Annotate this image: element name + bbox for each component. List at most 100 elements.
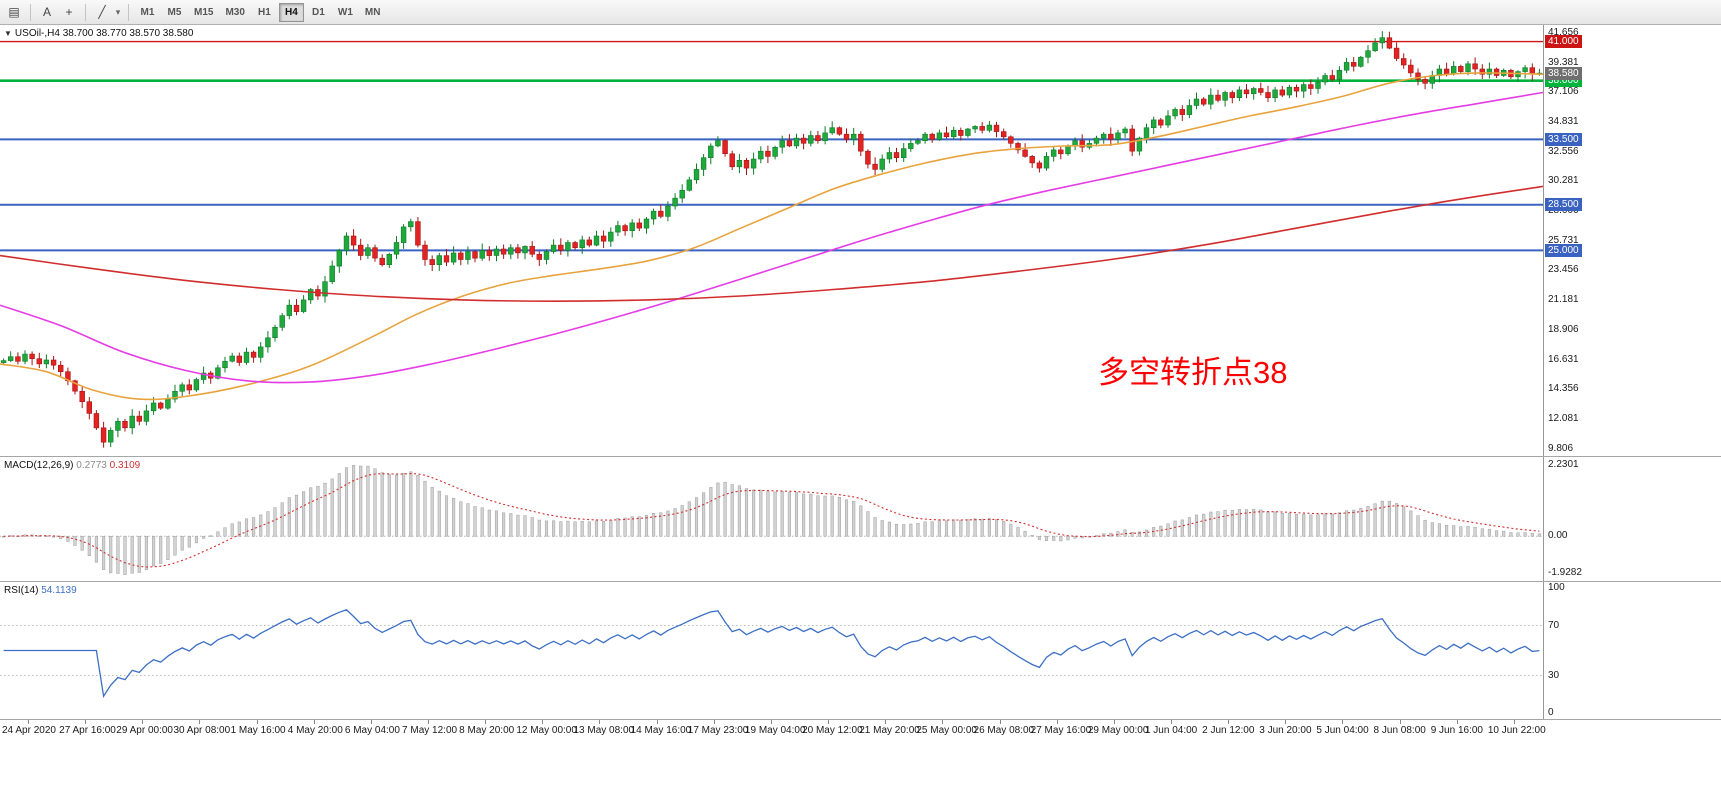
timeframe-button-h1[interactable]: H1 — [258, 6, 271, 18]
macd-pane[interactable]: MACD(12,26,9) 0.2773 0.3109 — [0, 457, 1543, 581]
rsi-line — [3, 609, 1540, 698]
time-axis-label: 24 Apr 2020 — [2, 725, 56, 736]
time-axis-tick — [942, 720, 944, 724]
time-axis-label: 27 May 16:00 — [1030, 725, 1092, 736]
ma-fast-orange — [0, 72, 1543, 401]
current-price-badge: 38.580 — [1545, 66, 1582, 80]
time-axis-tick — [199, 720, 201, 724]
price-axis-label: 32.556 — [1548, 145, 1579, 157]
time-axis-tick — [85, 720, 87, 724]
chart-window-icon[interactable]: ▤ — [8, 5, 20, 19]
price-axis-label: 25.731 — [1548, 234, 1579, 246]
time-axis-tick — [542, 720, 544, 724]
price-axis-label: 12.081 — [1548, 412, 1579, 424]
time-axis[interactable]: 24 Apr 2020 27 Apr 16:00 29 Apr 00:00 30 Ap… — [0, 720, 1721, 742]
rsi-scale-label: 70 — [1548, 619, 1560, 631]
crosshair-tool-icon[interactable]: + — [65, 5, 73, 19]
time-axis-label: 6 May 04:00 — [344, 725, 400, 736]
time-axis-tick — [1113, 720, 1115, 724]
price-axis-label: 18.906 — [1548, 323, 1579, 335]
rsi-pane[interactable]: RSI(14) 54.1139 — [0, 582, 1543, 719]
time-axis-label: 17 May 23:00 — [687, 725, 749, 736]
price-axis-label: 39.381 — [1548, 56, 1579, 68]
price-axis-label: 37.106 — [1548, 86, 1579, 98]
price-axis-label: 23.456 — [1548, 264, 1579, 276]
macd-histogram — [2, 465, 1541, 575]
rsi-scale[interactable]: 100 70 30 0 — [1544, 582, 1720, 719]
macd-main-value: 0.2773 — [76, 460, 107, 471]
time-axis-tick — [1285, 720, 1287, 724]
hline-price-badge: 33.500 — [1545, 132, 1582, 146]
timeframe-button-d1[interactable]: D1 — [312, 6, 325, 18]
time-axis-label: 12 May 00:00 — [516, 725, 577, 736]
time-axis-line — [0, 719, 1721, 720]
time-axis-label: 21 May 20:00 — [859, 725, 920, 736]
price-axis-label: 34.831 — [1548, 116, 1579, 128]
toolbar: ▤ A + ╱ ▾ M1 M5 M15 M30 H1 H4 D1 W1 MN — [0, 0, 1721, 25]
symbol-ohlc-header: ▼ USOil-,H4 38.700 38.770 38.570 38.580 — [4, 28, 193, 39]
time-axis-label: 10 Jun 22:00 — [1487, 725, 1546, 736]
time-axis-label: 26 May 08:00 — [973, 725, 1035, 736]
time-axis-tick — [599, 720, 601, 724]
toolbar-separator — [128, 3, 129, 21]
time-axis-tick — [485, 720, 487, 724]
time-axis-label: 8 May 20:00 — [459, 725, 515, 736]
hline-price-badge: 25.000 — [1545, 243, 1582, 257]
line-tools-icon[interactable]: ╱ — [98, 5, 106, 19]
price-axis-label: 30.281 — [1548, 175, 1579, 187]
macd-scale-max: 2.2301 — [1548, 459, 1579, 470]
line-tools-caret-icon: ▾ — [115, 6, 121, 17]
macd-scale-zero: 0.00 — [1548, 530, 1568, 542]
time-axis-tick — [1170, 720, 1172, 724]
symbol-dropdown-icon[interactable]: ▼ — [4, 29, 12, 38]
time-axis-label: 27 Apr 16:00 — [59, 725, 116, 736]
rsi-title: RSI(14) — [4, 585, 39, 596]
macd-canvas — [0, 465, 1543, 575]
timeframe-button-m5[interactable]: M5 — [167, 6, 182, 18]
macd-signal-line — [3, 472, 1540, 568]
time-axis-tick — [1399, 720, 1401, 724]
hline-price-badge: 41.000 — [1545, 35, 1582, 49]
price-axis-label: 14.356 — [1548, 383, 1579, 395]
macd-title: MACD(12,26,9) — [4, 460, 74, 471]
timeframe-button-mn[interactable]: MN — [364, 6, 381, 18]
rsi-header: RSI(14) 54.1139 — [4, 585, 77, 596]
timeframe-button-m1[interactable]: M1 — [140, 6, 155, 18]
toolbar-separator — [30, 3, 31, 21]
macd-scale-min: -1.9282 — [1548, 567, 1582, 578]
rsi-value: 54.1139 — [41, 585, 77, 596]
time-axis-tick — [885, 720, 887, 724]
time-axis-tick — [1342, 720, 1344, 724]
timeframe-button-m30[interactable]: M30 — [225, 6, 245, 18]
candles — [0, 31, 1543, 448]
pane-separator[interactable] — [0, 581, 1721, 582]
rsi-scale-label: 100 — [1548, 582, 1565, 593]
time-axis-tick — [1456, 720, 1458, 724]
ma-mid-magenta — [0, 91, 1543, 384]
time-axis-tick — [999, 720, 1001, 724]
chart-annotation: 多空转折点38 — [1098, 355, 1288, 390]
timeframe-button-m15[interactable]: M15 — [194, 6, 214, 18]
time-axis-label: 29 May 00:00 — [1087, 725, 1149, 736]
time-axis-label: 3 Jun 20:00 — [1259, 725, 1312, 736]
time-axis-label: 4 May 20:00 — [287, 725, 343, 736]
toolbar-separator — [85, 3, 86, 21]
price-scale[interactable]: 41.65639.38137.10634.83132.55630.28128.0… — [1544, 25, 1720, 456]
hline-price-badge: 28.500 — [1545, 198, 1582, 212]
time-axis-label: 8 Jun 08:00 — [1373, 725, 1426, 736]
macd-header: MACD(12,26,9) 0.2773 0.3109 — [4, 460, 140, 471]
time-axis-label: 29 Apr 00:00 — [116, 725, 173, 736]
macd-scale[interactable]: 2.2301 0.00 -1.9282 — [1544, 457, 1720, 581]
time-axis-tick — [256, 720, 258, 724]
time-axis-tick — [370, 720, 372, 724]
price-chart-canvas — [0, 31, 1543, 448]
timeframe-button-h4[interactable]: H4 — [278, 2, 304, 22]
main-chart-pane[interactable]: ▼ USOil-,H4 38.700 38.770 38.570 38.580 多… — [0, 25, 1543, 456]
price-axis-label: 9.806 — [1548, 442, 1574, 454]
cursor-tool-icon[interactable]: A — [42, 5, 51, 19]
time-axis-label: 30 Apr 08:00 — [173, 725, 231, 736]
pane-separator[interactable] — [0, 456, 1721, 457]
price-axis-label: 41.656 — [1548, 27, 1579, 38]
timeframe-button-w1[interactable]: W1 — [337, 6, 353, 18]
